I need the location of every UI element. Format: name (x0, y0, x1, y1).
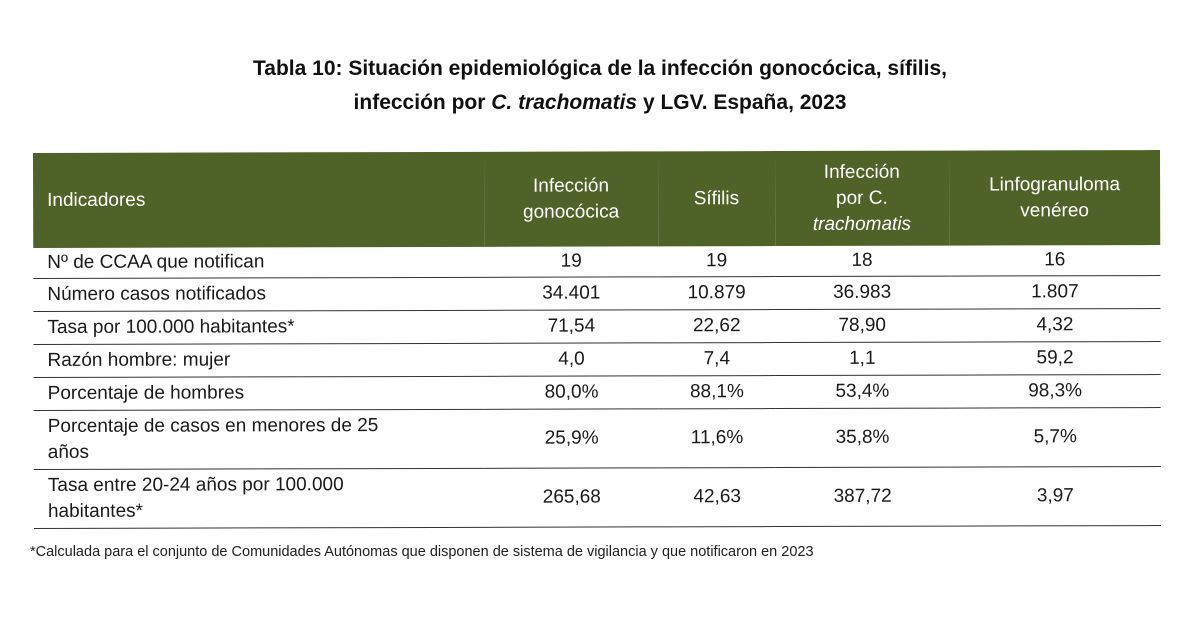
header-trachomatis-line-1: Infección (823, 161, 900, 183)
cell-lgv: 1.807 (949, 275, 1161, 310)
header-trachomatis-line-2: por C. (835, 187, 888, 209)
cell-lgv: 5,7% (949, 407, 1161, 468)
title-line-2-italic: C. trachomatis (491, 91, 638, 114)
table-title: Tabla 10: Situación epidemiológica de la… (0, 52, 1200, 120)
cell-sifilis: 10.879 (658, 276, 775, 310)
table-header-row: Indicadores Infección gonocócica Sífilis … (33, 150, 1161, 248)
cell-gonococica: 265,68 (484, 467, 659, 528)
cell-lgv: 59,2 (949, 341, 1161, 376)
row-label: Porcentaje de casos en menores de 25 años (33, 409, 485, 470)
cell-gonococica: 34.401 (484, 276, 659, 311)
cell-lgv: 3,97 (949, 466, 1161, 527)
row-label-line-1: Tasa entre 20-24 años por 100.000 (47, 474, 344, 496)
cell-gonococica: 4,0 (484, 342, 659, 377)
cell-lgv: 4,32 (949, 308, 1161, 343)
footnote: *Calculada para el conjunto de Comunidad… (30, 544, 814, 560)
row-label-line-2: años (47, 441, 90, 463)
table-row: Porcentaje de casos en menores de 25 años… (33, 407, 1161, 470)
cell-trachomatis: 35,8% (775, 408, 950, 468)
cell-lgv: 16 (949, 245, 1161, 277)
epidemiology-table: Indicadores Infección gonocócica Sífilis … (33, 150, 1161, 529)
row-label: Nº de CCAA que notifican (33, 246, 485, 279)
header-lgv: Linfogranuloma venéreo (949, 150, 1160, 246)
table-row: Nº de CCAA que notifican 19 19 18 16 (33, 245, 1161, 279)
cell-sifilis: 7,4 (658, 342, 776, 376)
header-sifilis: Sífilis (693, 187, 740, 209)
cell-sifilis: 88,1% (658, 375, 776, 409)
title-line-2-prefix: infección por (353, 91, 492, 114)
title-line-2-suffix: y LGV. España, 2023 (637, 91, 847, 114)
row-label: Razón hombre: mujer (33, 343, 485, 378)
cell-trachomatis: 78,90 (774, 309, 950, 343)
header-indicadores: Indicadores (47, 189, 146, 211)
header-gonococica: Infección gonocócica (484, 151, 658, 246)
row-label: Tasa por 100.000 habitantes* (33, 310, 485, 345)
cell-trachomatis: 53,4% (775, 375, 950, 409)
cell-sifilis: 11,6% (658, 408, 776, 468)
table-row: Porcentaje de hombres 80,0% 88,1% 53,4% … (33, 374, 1161, 411)
row-label-line-2: habitantes* (47, 500, 144, 522)
row-label: Número casos notificados (33, 277, 485, 312)
cell-gonococica: 71,54 (484, 309, 659, 344)
header-lgv-line-2: venéreo (1020, 199, 1089, 221)
table-row: Número casos notificados 34.401 10.879 3… (33, 275, 1161, 312)
cell-trachomatis: 387,72 (775, 467, 950, 527)
table-row: Razón hombre: mujer 4,0 7,4 1,1 59,2 (33, 341, 1161, 378)
header-gonococica-line-1: Infección (532, 174, 610, 197)
cell-trachomatis: 18 (774, 245, 950, 277)
cell-sifilis: 19 (658, 246, 775, 277)
header-trachomatis: Infección por C. trachomatis (775, 151, 950, 246)
table-row: Tasa entre 20-24 años por 100.000 habitan… (33, 466, 1161, 529)
header-trachomatis-line-3: trachomatis (812, 213, 912, 235)
cell-gonococica: 25,9% (484, 408, 659, 469)
title-line-2: infección por C. trachomatis y LGV. Espa… (0, 86, 1200, 120)
header-gonococica-line-2: gonocócica (522, 200, 620, 223)
cell-trachomatis: 1,1 (775, 342, 950, 376)
cell-lgv: 98,3% (949, 374, 1161, 409)
table-row: Tasa por 100.000 habitantes* 71,54 22,62… (33, 308, 1161, 345)
header-lgv-line-1: Linfogranuloma (989, 173, 1121, 195)
cell-sifilis: 22,62 (658, 309, 776, 343)
row-label: Porcentaje de hombres (33, 376, 485, 411)
cell-trachomatis: 36.983 (774, 276, 950, 310)
cell-gonococica: 80,0% (484, 375, 659, 410)
row-label: Tasa entre 20-24 años por 100.000 habitan… (33, 468, 485, 529)
title-line-1: Tabla 10: Situación epidemiológica de la… (253, 57, 947, 80)
cell-gonococica: 19 (484, 246, 659, 278)
row-label-line-1: Porcentaje de casos en menores de 25 (47, 415, 379, 437)
cell-sifilis: 42,63 (658, 467, 776, 527)
